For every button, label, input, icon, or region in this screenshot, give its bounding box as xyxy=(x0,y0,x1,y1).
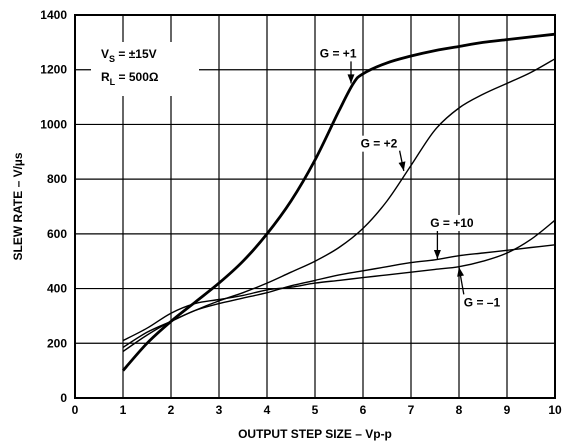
label-arrowhead xyxy=(347,74,355,84)
series-label: G = +2 xyxy=(361,137,398,151)
y-tick-labels: 0 200 400 600 800 1000 1200 1400 xyxy=(40,8,67,405)
series-label: G = +1 xyxy=(320,46,357,60)
grid xyxy=(75,15,555,398)
series-line-2 xyxy=(122,244,556,348)
annotations-group: G = +1 G = +2 G = +10 G = –1 xyxy=(316,45,504,311)
x-axis-title: OUTPUT STEP SIZE – Vp-p xyxy=(238,427,392,441)
condition-subscript: L xyxy=(110,77,116,87)
label-arrowhead xyxy=(457,267,465,277)
y-tick-label: 1200 xyxy=(40,63,67,77)
x-tick-label: 7 xyxy=(408,403,415,417)
x-tick-label: 3 xyxy=(216,403,223,417)
condition-line: VS = ±15V xyxy=(101,47,157,64)
y-tick-label: 1400 xyxy=(40,8,67,22)
x-tick-label: 10 xyxy=(548,403,562,417)
condition-value: = ±15V xyxy=(115,47,157,61)
x-tick-label: 9 xyxy=(504,403,511,417)
series-label: G = +10 xyxy=(430,216,474,230)
x-tick-label: 6 xyxy=(360,403,367,417)
condition-symbol: V xyxy=(101,47,109,61)
series-group xyxy=(121,32,556,372)
series-line-0 xyxy=(121,32,556,372)
y-axis-title: SLEW RATE – V/µs xyxy=(11,152,25,260)
y-tick-label: 800 xyxy=(47,172,67,186)
y-tick-label: 1000 xyxy=(40,117,67,131)
conditions-bg xyxy=(91,42,199,96)
label-arrowhead xyxy=(398,161,406,171)
y-tick-label: 200 xyxy=(47,336,67,350)
x-tick-label: 5 xyxy=(312,403,319,417)
series-label-bg xyxy=(316,45,360,62)
series-line-3 xyxy=(122,219,556,342)
condition-subscript: S xyxy=(109,54,115,64)
y-tick-label: 600 xyxy=(47,227,67,241)
conditions-box: VS = ±15V RL = 500Ω xyxy=(91,42,199,96)
label-arrowhead xyxy=(433,250,441,260)
condition-line: RL = 500Ω xyxy=(101,70,159,87)
series-label-bg xyxy=(460,294,504,311)
x-tick-label: 0 xyxy=(72,403,79,417)
condition-symbol: R xyxy=(101,70,110,84)
series-label: G = –1 xyxy=(464,295,501,309)
condition-value: = 500Ω xyxy=(115,70,159,84)
plot-frame xyxy=(74,14,556,399)
x-tick-label: 8 xyxy=(456,403,463,417)
x-tick-label: 1 xyxy=(120,403,127,417)
x-tick-labels: 0 1 2 3 4 5 6 7 8 9 10 xyxy=(72,403,562,417)
x-tick-label: 2 xyxy=(168,403,175,417)
series-label-bg xyxy=(427,215,477,232)
x-tick-label: 4 xyxy=(264,403,271,417)
series-label-bg xyxy=(357,135,401,152)
y-tick-label: 0 xyxy=(60,391,67,405)
y-tick-label: 400 xyxy=(47,282,67,296)
